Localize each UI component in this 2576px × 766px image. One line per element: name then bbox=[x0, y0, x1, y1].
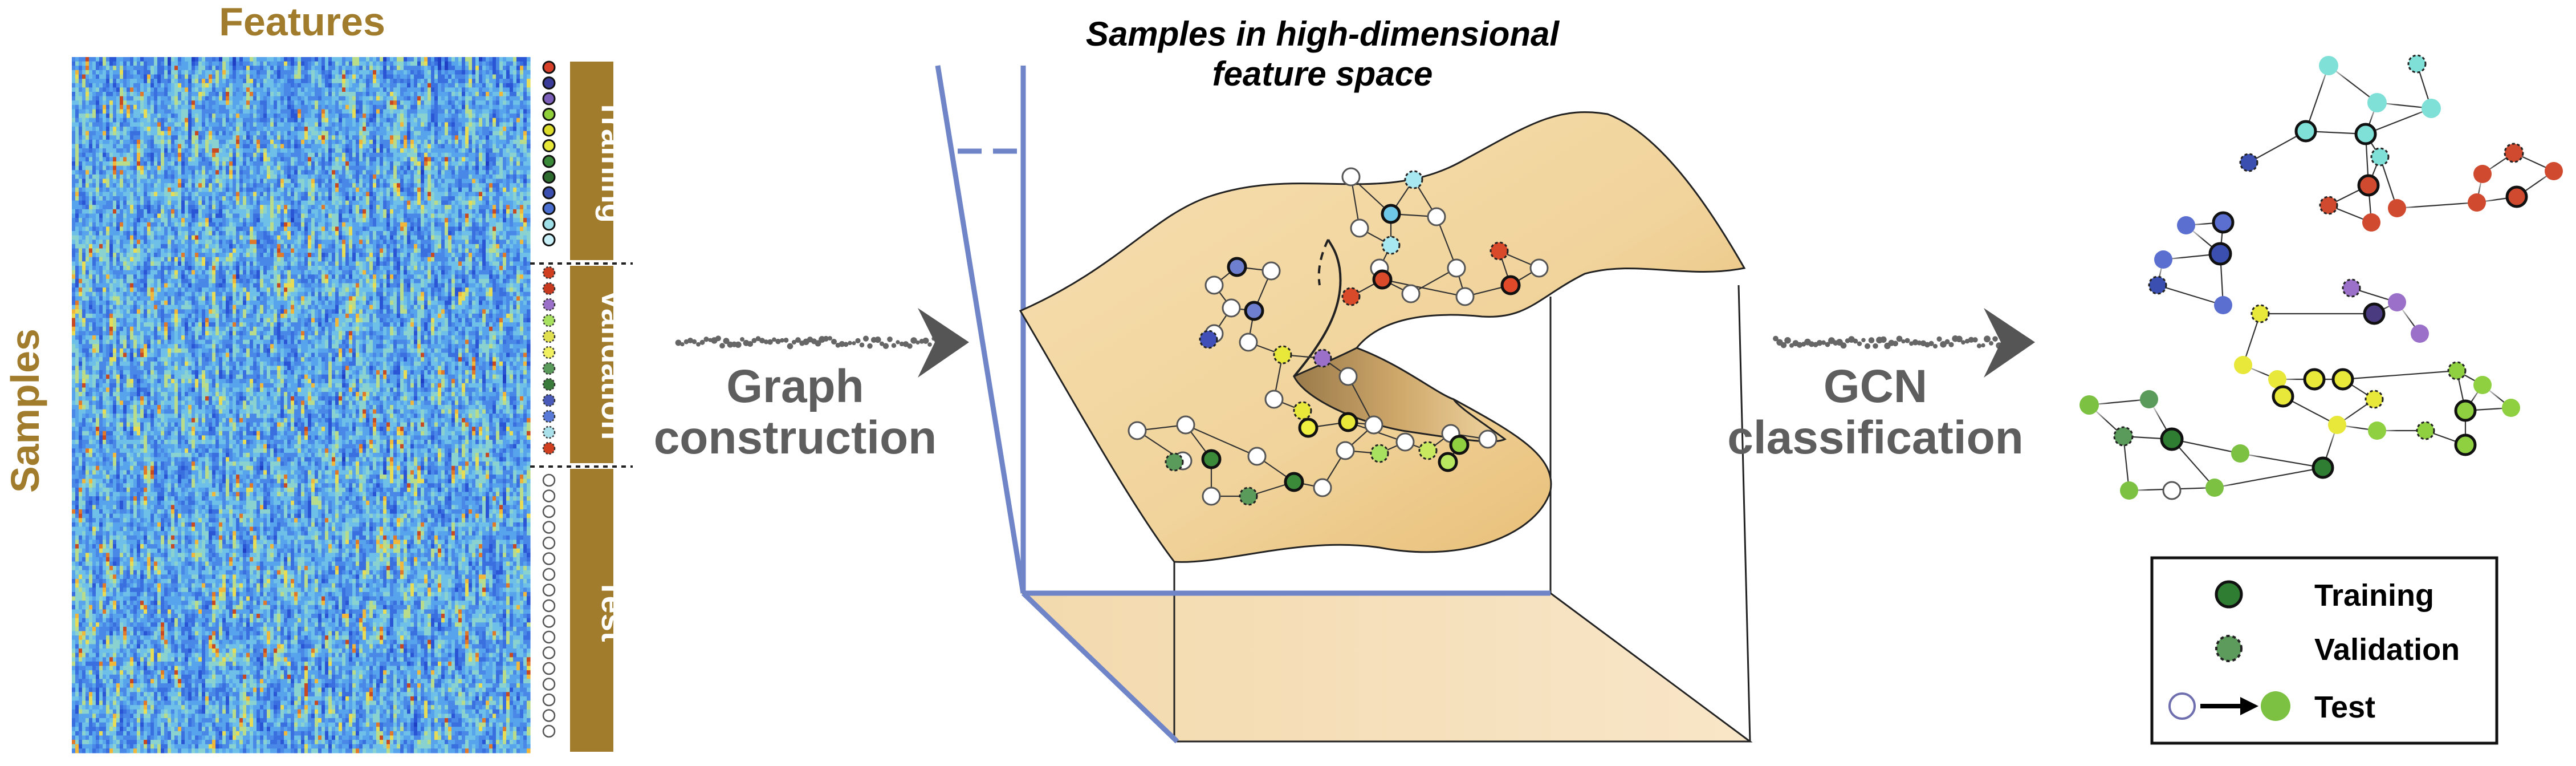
feature-space-title-line1: Samples in high-dimensional bbox=[1086, 15, 1560, 53]
group-bars: Training Validation Test bbox=[530, 62, 633, 752]
samples-label: Samples bbox=[3, 329, 47, 493]
training-bar bbox=[570, 62, 613, 260]
classified-graph bbox=[2075, 54, 2574, 513]
validation-bar bbox=[570, 266, 613, 463]
gcn-label-line1: GCN bbox=[1824, 360, 1927, 412]
feature-matrix-heatmap bbox=[72, 57, 531, 753]
center-sample-graph bbox=[1128, 167, 1549, 506]
test-bar bbox=[570, 469, 613, 752]
graph-construction-label-line1: Graph bbox=[726, 360, 864, 412]
axis-depth bbox=[1021, 591, 1179, 744]
features-label: Features bbox=[219, 0, 385, 44]
legend-training-label: Training bbox=[2314, 578, 2434, 613]
axis-left-slant bbox=[935, 65, 1026, 594]
graph-construction-arrow bbox=[675, 308, 969, 378]
feature-space-title-line2: feature space bbox=[1212, 55, 1433, 93]
legend-training-node bbox=[2215, 580, 2243, 609]
gcn-label-line2: classification bbox=[1727, 412, 2024, 464]
floor-plane bbox=[1021, 592, 1753, 743]
graph-construction-label-line2: construction bbox=[654, 412, 937, 464]
legend-box bbox=[2150, 556, 2498, 745]
legend-validation-node bbox=[2215, 635, 2243, 662]
legend-test-unlabeled-node bbox=[2168, 692, 2196, 720]
legend-arrow-head bbox=[2240, 697, 2258, 715]
test-bar-label: Test bbox=[595, 579, 631, 642]
gcn-classification-arrow bbox=[1773, 308, 2035, 378]
manifold-surface bbox=[1019, 111, 1746, 563]
legend: Training Validation Test bbox=[2150, 556, 2498, 745]
legend-test-predicted-node bbox=[2261, 691, 2290, 721]
validation-bar-label: Validation bbox=[595, 289, 631, 440]
sample-node-column bbox=[542, 60, 556, 738]
training-bar-label: Training bbox=[595, 99, 631, 223]
feature-space-3d bbox=[935, 65, 1753, 744]
legend-test-label: Test bbox=[2314, 690, 2375, 724]
legend-validation-label: Validation bbox=[2314, 633, 2460, 667]
